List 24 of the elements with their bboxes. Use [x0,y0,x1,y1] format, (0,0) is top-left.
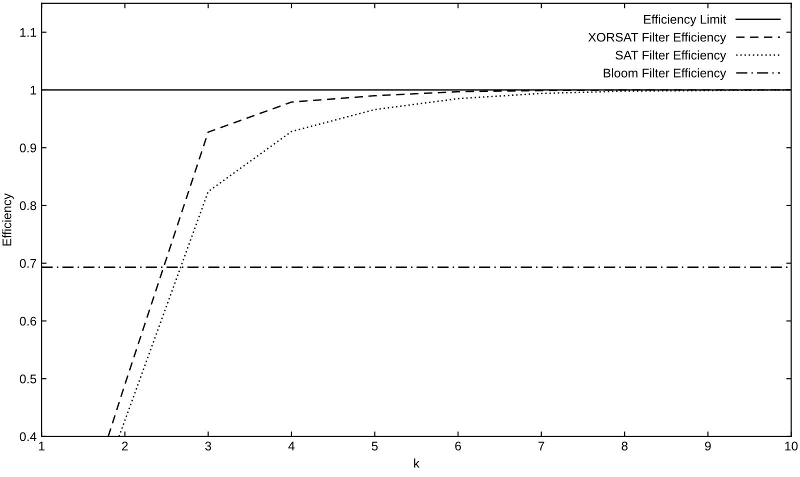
y-tick-label: 0.5 [20,374,36,384]
x-tick-label: 9 [705,442,711,450]
y-axis-title: Efficiency [2,193,14,246]
y-tick-label: 1.1 [20,28,36,37]
legend-label: Bloom Filter Efficiency [604,68,726,80]
x-tick-label: 2 [122,442,128,450]
y-tick-label: 0.9 [20,144,36,152]
legend-label: XORSAT Filter Efficiency [588,32,726,44]
y-tick-label: 0.8 [20,201,36,210]
y-tick-label: 0.6 [20,316,36,326]
x-tick-label: 4 [288,442,295,450]
x-tick-label: 5 [372,442,378,450]
x-tick-label: 8 [622,442,628,450]
legend-label: SAT Filter Efficiency [616,50,726,62]
y-tick-label: 0.7 [20,259,36,268]
legend-label: Efficiency Limit [644,14,726,26]
x-axis-title: k [414,458,420,468]
y-tick-label: 1 [30,86,36,94]
x-tick-label: 3 [205,442,212,450]
y-tick-label: 0.4 [20,432,36,442]
x-tick-label: 7 [538,442,544,450]
x-tick-label: 6 [455,442,461,450]
x-tick-label: 10 [785,442,798,450]
x-tick-label: 1 [39,442,44,450]
